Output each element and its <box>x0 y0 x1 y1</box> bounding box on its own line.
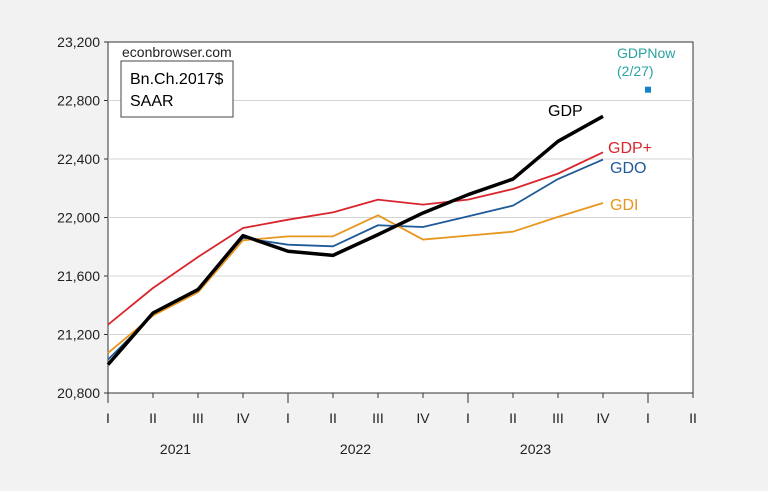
x-tick-label: II <box>329 410 337 426</box>
series-label-gdp: GDP <box>548 103 583 120</box>
series-line-gdi <box>107 202 604 354</box>
series-label-gdp-plus: GDP+ <box>608 140 652 157</box>
year-label: 2021 <box>160 441 191 457</box>
units-line2: SAAR <box>130 93 174 110</box>
x-tick-label: IV <box>416 410 430 426</box>
y-tick-label: 20,800 <box>57 385 100 401</box>
x-tick-label: I <box>106 410 110 426</box>
series-line-gdp <box>106 114 604 366</box>
units-line1: Bn.Ch.2017$ <box>130 71 224 88</box>
y-tick-label: 21,200 <box>57 327 100 343</box>
y-tick-label: 21,600 <box>57 268 100 284</box>
y-tick-label: 22,000 <box>57 210 100 226</box>
x-tick-label: III <box>192 410 204 426</box>
y-tick-label: 22,800 <box>57 93 100 109</box>
x-tick-label: III <box>552 410 564 426</box>
series-line-gdp-plus <box>107 151 604 326</box>
gdpnow-label: GDPNow <box>617 45 676 61</box>
series-label-gdi: GDI <box>610 197 638 214</box>
x-tick-label: I <box>466 410 470 426</box>
x-tick-label: II <box>509 410 517 426</box>
x-tick-label: III <box>372 410 384 426</box>
series-label-gdo: GDO <box>610 160 646 177</box>
year-label: 2022 <box>340 441 371 457</box>
x-tick-label: I <box>646 410 650 426</box>
units-box <box>120 60 234 118</box>
x-tick-label: I <box>286 410 290 426</box>
x-tick-label: IV <box>236 410 250 426</box>
y-tick-label: 23,200 <box>57 34 100 50</box>
gdpnow-date-label: (2/27) <box>617 63 654 79</box>
year-label: 2023 <box>520 441 551 457</box>
gdpnow-point <box>645 86 651 93</box>
x-tick-label: IV <box>596 410 610 426</box>
x-tick-label: II <box>149 410 157 426</box>
source-label: econbrowser.com <box>122 44 232 60</box>
y-tick-label: 22,400 <box>57 151 100 167</box>
x-tick-label: II <box>689 410 697 426</box>
